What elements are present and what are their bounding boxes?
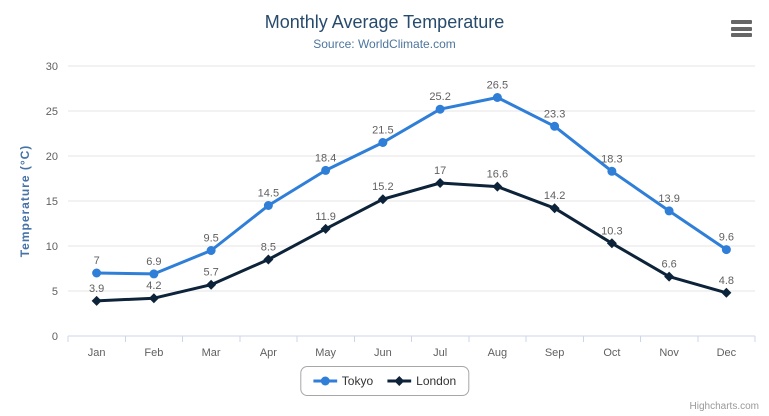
xaxis-label-oct: Oct (603, 347, 620, 359)
data-label: 14.5 (258, 188, 279, 200)
data-point[interactable] (664, 271, 675, 282)
xaxis-label-aug: Aug (488, 347, 508, 359)
legend: Tokyo London (299, 366, 470, 396)
hamburger-icon[interactable] (731, 20, 752, 37)
svg-text:0: 0 (52, 331, 58, 343)
xaxis-label-jan: Jan (88, 347, 106, 359)
data-label: 25.2 (429, 91, 450, 103)
data-point[interactable] (492, 93, 502, 102)
data-label: 5.7 (203, 267, 218, 279)
xaxis-label-dec: Dec (717, 347, 737, 359)
data-label: 4.2 (146, 280, 161, 292)
data-label: 13.9 (658, 193, 679, 205)
data-point[interactable] (378, 138, 388, 147)
legend-item-london[interactable]: London (387, 374, 456, 388)
legend-item-tokyo[interactable]: Tokyo (312, 374, 374, 388)
data-point[interactable] (435, 178, 446, 188)
data-label: 7 (94, 255, 100, 267)
tokyo-legend-marker (312, 376, 337, 386)
legend-label-london: London (416, 374, 457, 388)
data-point[interactable] (435, 104, 445, 114)
legend-label-tokyo: Tokyo (341, 374, 374, 388)
data-label: 14.2 (544, 190, 565, 202)
xaxis: Jan Feb Mar Apr May Jun Jul Aug Sep Oct Nov Dec (67, 335, 756, 359)
svg-text:30: 30 (46, 61, 58, 73)
data-point[interactable] (664, 206, 674, 216)
data-point[interactable] (206, 246, 216, 255)
svg-text:25: 25 (46, 106, 58, 118)
data-label: 6.6 (661, 259, 676, 271)
data-point[interactable] (721, 245, 731, 255)
data-point[interactable] (549, 203, 560, 214)
svg-text:10: 10 (46, 241, 58, 253)
data-label: 4.8 (719, 275, 734, 287)
series-tokyo: 7 6.9 9.5 14.5 18.4 21.5 25.2 26.5 23.3 18.3 13.9 9… (92, 80, 734, 279)
data-point[interactable] (263, 254, 274, 265)
series-london: 3.9 4.2 5.7 8.5 11.9 15.2 17 16.6 14.2 10.3 6.6 4.8 (89, 165, 734, 306)
xaxis-label-sep: Sep (545, 347, 565, 359)
data-point[interactable] (721, 287, 732, 298)
data-point[interactable] (377, 194, 388, 205)
data-point[interactable] (148, 293, 159, 304)
data-label: 3.9 (89, 283, 104, 295)
data-label: 17 (434, 165, 446, 177)
data-label: 23.3 (544, 108, 565, 120)
chart-title: Monthly Average Temperature (264, 12, 505, 32)
svg-text:20: 20 (46, 151, 58, 163)
highcharts-credit-link[interactable]: Highcharts.com (689, 401, 759, 412)
data-label: 6.9 (146, 256, 161, 268)
data-label: 10.3 (601, 225, 622, 237)
data-point[interactable] (320, 223, 331, 234)
data-point[interactable] (149, 269, 159, 279)
data-label: 8.5 (261, 242, 276, 254)
data-point[interactable] (606, 238, 617, 249)
data-label: 9.5 (203, 233, 218, 245)
data-label: 21.5 (372, 125, 393, 137)
data-label: 26.5 (487, 80, 508, 92)
chart-subtitle: Source: WorldClimate.com (313, 37, 456, 51)
xaxis-label-may: May (315, 347, 336, 359)
data-label: 18.3 (601, 153, 622, 165)
xaxis-label-feb: Feb (144, 347, 163, 359)
data-point[interactable] (492, 181, 503, 192)
data-label: 9.6 (719, 232, 734, 244)
svg-text:5: 5 (52, 286, 58, 298)
data-label: 15.2 (372, 181, 393, 193)
svg-text:15: 15 (46, 196, 58, 208)
london-legend-marker (387, 376, 412, 386)
data-label: 18.4 (315, 152, 336, 164)
data-label: 16.6 (487, 169, 508, 181)
xaxis-label-jul: Jul (433, 347, 447, 359)
data-point[interactable] (91, 295, 102, 306)
data-point[interactable] (206, 279, 217, 290)
data-point[interactable] (263, 201, 273, 210)
data-point[interactable] (550, 121, 560, 131)
data-point[interactable] (607, 166, 617, 176)
data-label: 11.9 (315, 211, 336, 223)
yaxis-title: Temperature (°C) (18, 144, 32, 258)
xaxis-label-jun: Jun (374, 347, 392, 359)
xaxis-label-nov: Nov (659, 347, 679, 359)
data-point[interactable] (92, 268, 102, 278)
yaxis-labels: 0 5 10 15 20 25 30 (46, 61, 58, 343)
xaxis-label-mar: Mar (202, 347, 221, 359)
data-point[interactable] (321, 165, 331, 175)
xaxis-label-apr: Apr (260, 347, 277, 359)
